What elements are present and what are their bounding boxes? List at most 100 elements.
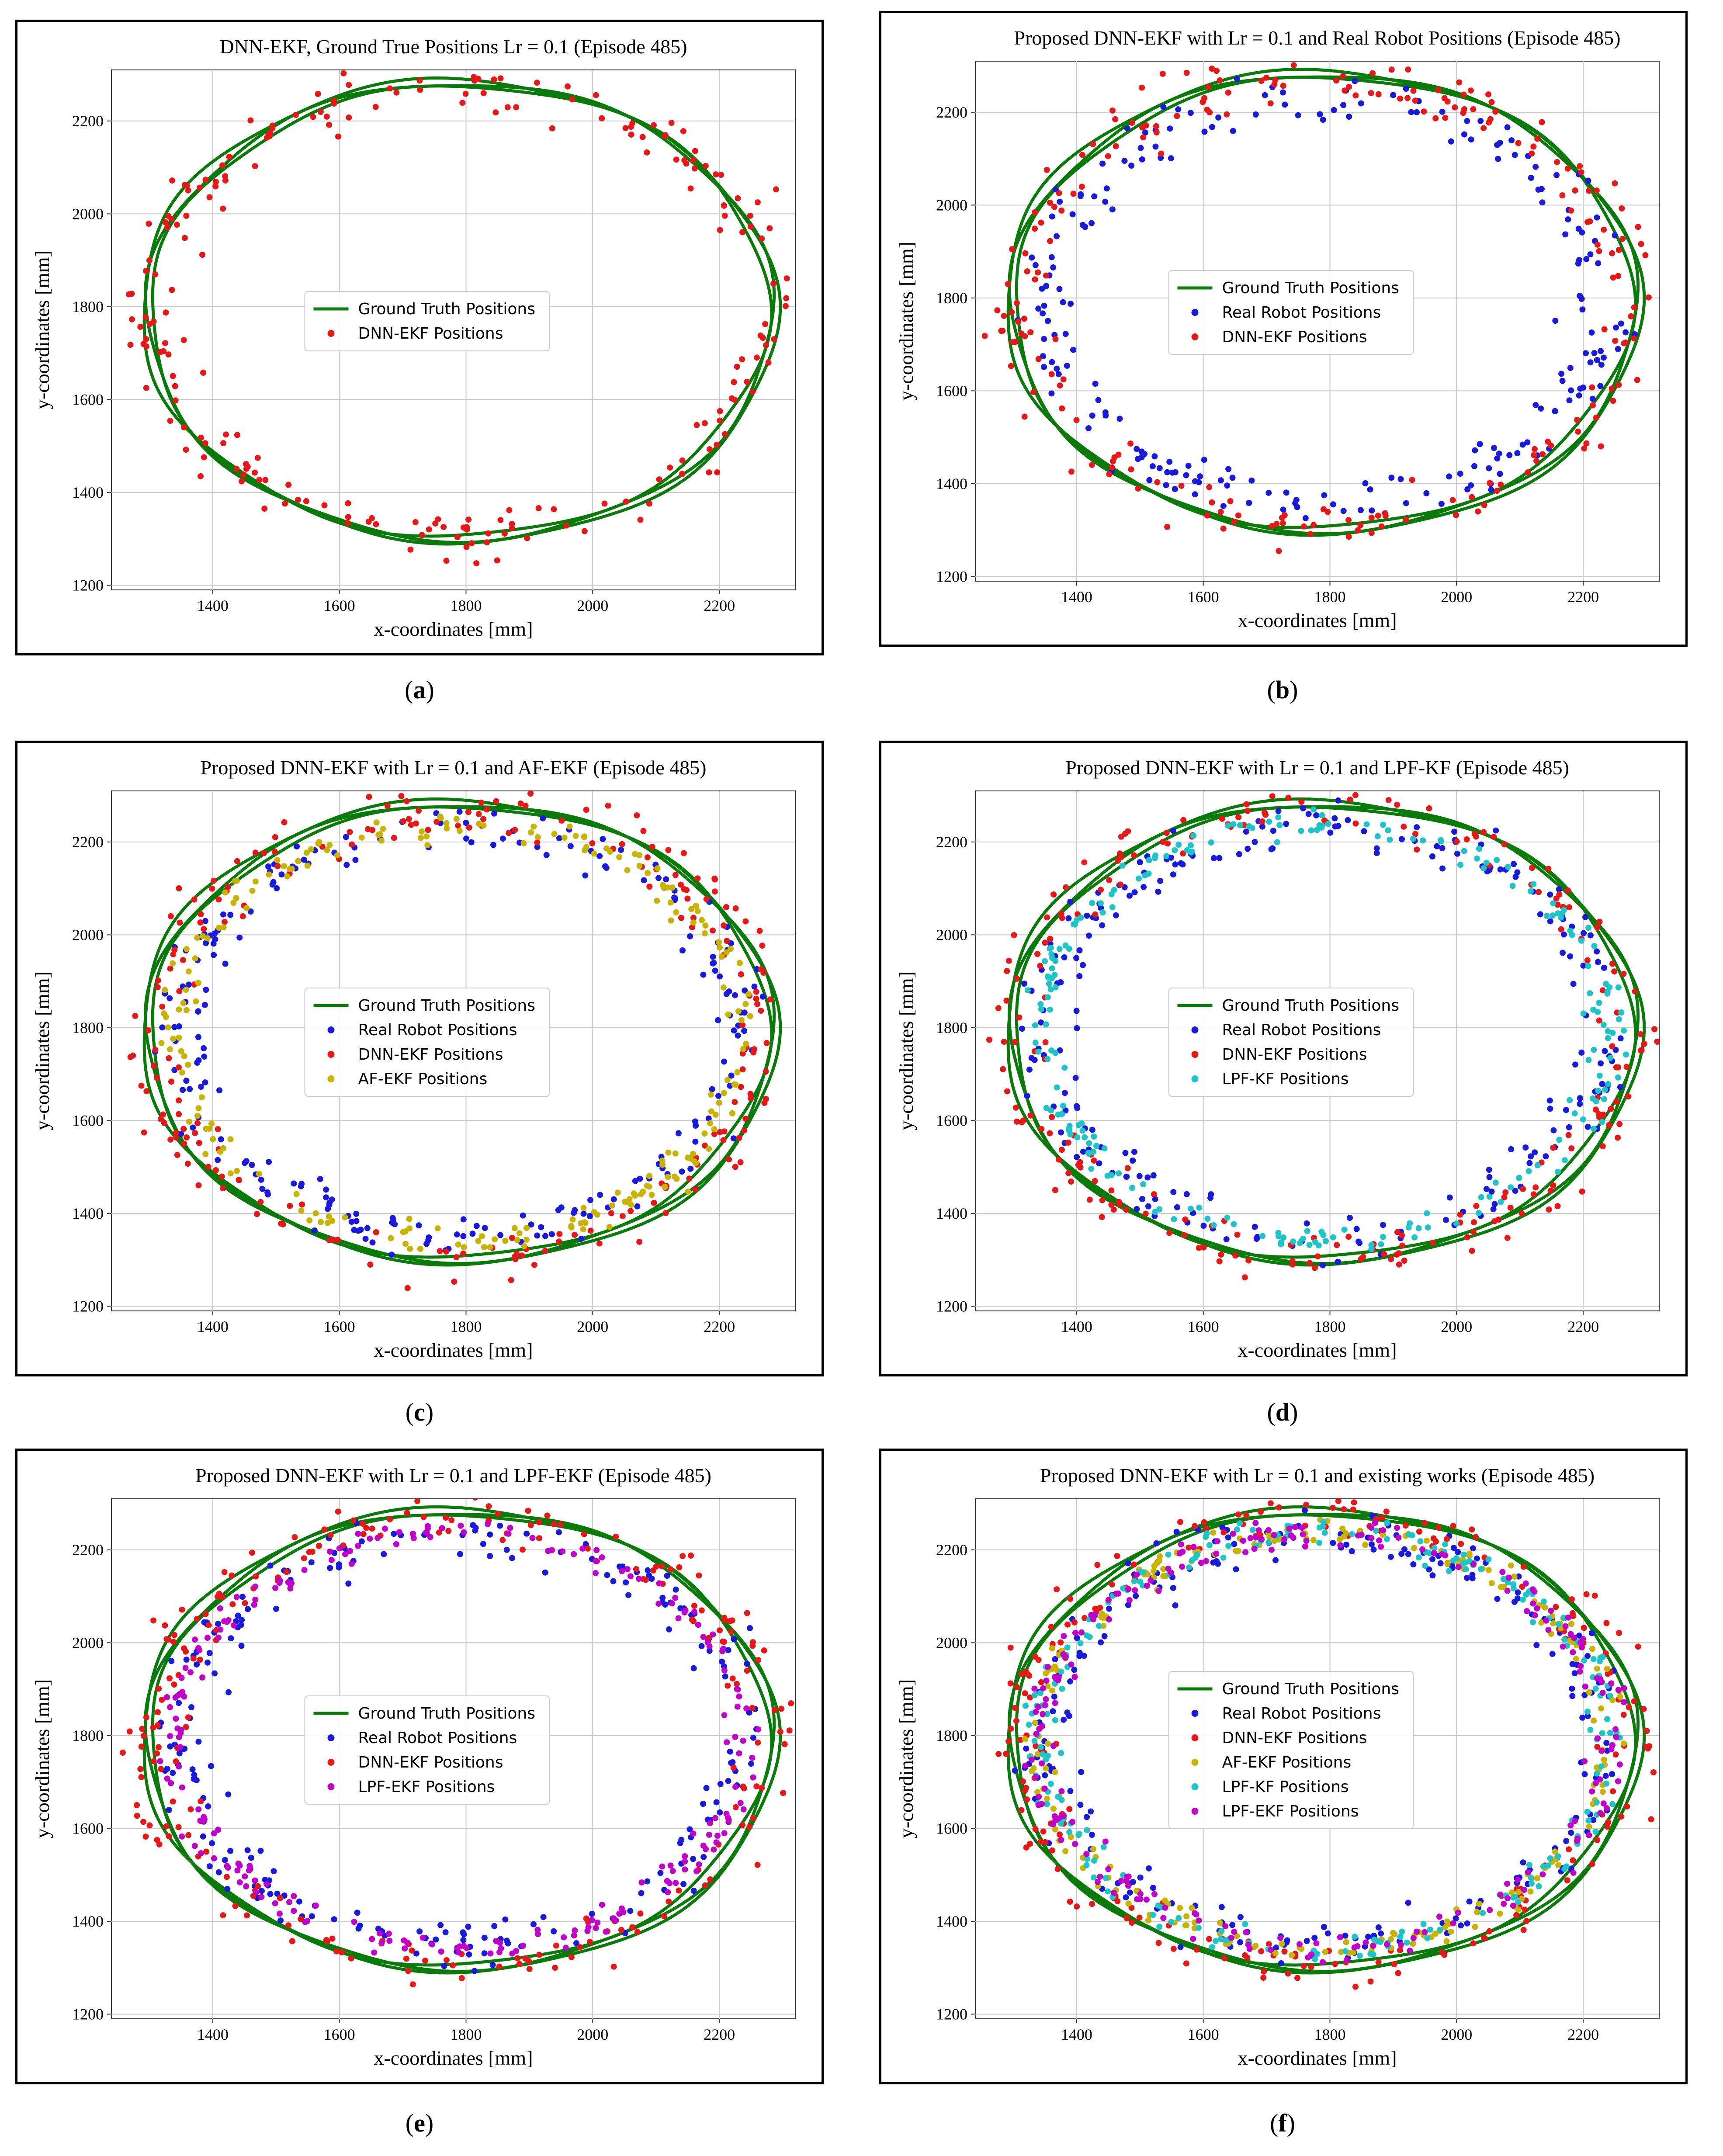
chart-a-y-tick-label: 1200 — [72, 576, 104, 594]
chart-f-lpf-kf-point — [1446, 1568, 1452, 1574]
chart-d-lpf-kf-point — [1038, 1006, 1044, 1012]
chart-d-dnn-ekf-point — [1369, 783, 1375, 790]
chart-f-lpf-kf-point — [1587, 1726, 1594, 1733]
chart-f-real-robot-point — [1375, 1924, 1382, 1931]
chart-d-dnn-ekf-point — [1352, 792, 1359, 798]
chart-e-real-robot-point — [604, 1572, 610, 1578]
chart-b-dnn-ekf-point — [1106, 471, 1113, 478]
chart-e-lpf-ekf-point — [342, 1551, 348, 1557]
chart-e-dnn-ekf-point — [229, 1601, 236, 1608]
chart-b-real-robot-point — [1390, 92, 1397, 98]
chart-e-lpf-ekf-point — [336, 1545, 343, 1552]
chart-b-real-robot-point — [1246, 500, 1252, 506]
chart-f-real-robot-point — [1602, 1773, 1609, 1779]
chart-b-dnn-ekf-point — [1213, 68, 1220, 74]
chart-e-dnn-ekf-point — [633, 1566, 639, 1572]
chart-d-real-robot-point — [1442, 1217, 1449, 1223]
chart-c-dnn-ekf-point — [260, 850, 267, 856]
chart-c-dnn-ekf-point — [453, 1254, 460, 1261]
chart-b-dnn-ekf-point — [1281, 512, 1288, 518]
chart-e-real-robot-point — [188, 1704, 194, 1710]
chart-a-legend-ground-truth-label: Ground Truth Positions — [358, 300, 535, 318]
chart-b-real-robot-point — [1069, 211, 1076, 218]
chart-c-real-robot-point — [311, 1227, 318, 1234]
chart-a-dnn-ekf-point — [714, 469, 721, 475]
chart-f-dnn-ekf-point — [1258, 1508, 1264, 1515]
chart-e-lpf-ekf-point — [181, 1693, 187, 1700]
chart-c-dnn-ekf-point — [542, 1248, 548, 1254]
chart-f-x-tick-label: 2200 — [1567, 2026, 1599, 2043]
chart-d-real-robot-point — [1283, 821, 1290, 827]
chart-f-real-robot-point — [1398, 1551, 1405, 1557]
chart-f-af-ekf-point — [1279, 1941, 1285, 1947]
chart-f-dnn-ekf-point — [1458, 1541, 1464, 1547]
chart-b-dnn-ekf-point — [1376, 52, 1382, 58]
chart-e-dnn-ekf-point — [166, 1833, 172, 1840]
chart-f-lpf-ekf-point — [1052, 1817, 1059, 1823]
chart-c-dnn-ekf-point — [475, 811, 482, 817]
chart-e-lpf-ekf-point — [179, 1784, 185, 1791]
chart-c-af-ekf-point — [162, 987, 168, 993]
chart-e-lpf-ekf-point — [736, 1750, 742, 1757]
chart-a-dnn-ekf-point — [162, 340, 168, 347]
chart-f-dnn-ekf-point — [1470, 1940, 1477, 1947]
chart-d-real-robot-point — [1483, 1185, 1490, 1192]
chart-a-dnn-ekf-point — [202, 177, 209, 183]
chart-d-lpf-kf-point — [1437, 837, 1444, 843]
chart-b-dnn-ekf-point — [1357, 522, 1364, 528]
chart-d-lpf-kf-point — [1425, 1224, 1431, 1231]
chart-c-real-robot-point — [215, 1157, 221, 1163]
chart-c-af-ekf-point — [303, 849, 310, 856]
chart-f-dnn-ekf-point — [1014, 1684, 1020, 1690]
chart-b-dnn-ekf-point — [1376, 55, 1382, 61]
chart-e-dnn-ekf-point — [232, 1903, 239, 1909]
chart-d-lpf-kf-point — [1567, 927, 1574, 934]
chart-c-af-ekf-point — [693, 1160, 699, 1166]
chart-b-dnn-ekf-point — [1115, 451, 1122, 458]
chart-c-af-ekf-point — [701, 1130, 708, 1137]
chart-a-dnn-ekf-point — [651, 122, 657, 128]
chart-e-lpf-ekf-point — [732, 1734, 738, 1740]
chart-f-dnn-ekf-point — [1201, 1519, 1207, 1525]
chart-b-dnn-ekf-point — [1412, 97, 1418, 104]
chart-e-dnn-ekf-point — [637, 1910, 644, 1917]
chart-c-real-robot-point — [586, 1213, 593, 1219]
chart-b-real-robot-point — [1109, 206, 1116, 213]
chart-a-dnn-ekf-point — [185, 187, 191, 194]
chart-e-lpf-ekf-point — [559, 1548, 566, 1555]
chart-c-dnn-ekf-point — [756, 928, 763, 934]
chart-c-real-robot-point — [454, 1231, 460, 1238]
chart-d-real-robot-point — [1486, 1166, 1492, 1173]
chart-e-real-robot-point — [690, 1665, 697, 1671]
chart-d-real-robot-point — [1560, 931, 1567, 938]
chart-e-dnn-ekf-point — [679, 1553, 686, 1559]
chart-f-af-ekf-point — [1052, 1826, 1058, 1833]
chart-c-af-ekf-point — [725, 1011, 731, 1018]
chart-d-lpf-kf-point — [1051, 972, 1058, 978]
chart-b-real-robot-point — [1091, 193, 1098, 200]
chart-c-af-ekf-point — [200, 933, 206, 939]
chart-c-dnn-ekf-point — [433, 818, 440, 825]
chart-b-real-robot-point — [1149, 463, 1156, 470]
chart-f-lpf-kf-point — [1500, 1576, 1507, 1582]
chart-a-x-tick-label: 1600 — [324, 597, 355, 614]
chart-a-dnn-ekf-point — [326, 121, 333, 128]
chart-e-dnn-ekf-point — [197, 1657, 203, 1663]
chart-b-dnn-ekf-point — [1217, 509, 1224, 515]
chart-b-real-robot-point — [1160, 104, 1167, 111]
chart-c-af-ekf-point — [479, 1233, 485, 1240]
chart-b-dnn-ekf-point — [994, 307, 1001, 314]
chart-f-af-ekf-point — [1043, 1670, 1049, 1677]
chart-f-real-robot-point — [1405, 1551, 1411, 1557]
chart-f-lpf-ekf-point — [1252, 1520, 1259, 1526]
chart-b-real-robot-point — [1137, 145, 1144, 151]
chart-c-af-ekf-point — [274, 857, 281, 863]
chart-b-real-robot-point — [1568, 387, 1574, 394]
chart-e-real-robot-point — [731, 1636, 737, 1642]
chart-d-dnn-ekf-point — [1075, 1162, 1082, 1168]
chart-b-dnn-ekf-point — [1619, 236, 1626, 242]
chart-f-dnn-ekf-point — [1421, 1520, 1428, 1526]
chart-f-legend-real-robot-label: Real Robot Positions — [1222, 1705, 1381, 1723]
chart-e-lpf-ekf-point — [714, 1833, 721, 1839]
